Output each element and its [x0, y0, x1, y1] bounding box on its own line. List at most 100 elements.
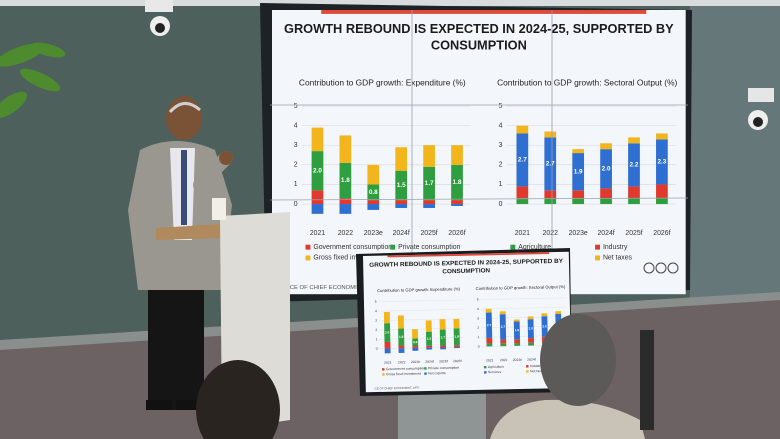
grid-line	[480, 307, 566, 310]
grid-line	[378, 309, 464, 312]
y-tick-label: 2	[294, 162, 298, 169]
x-tick-label: 2021	[486, 358, 494, 362]
x-tick-label: 2025f	[420, 230, 437, 237]
y-tick-label: 0	[376, 347, 378, 351]
value-label: 2.7	[546, 161, 555, 168]
bar-segment	[367, 204, 380, 210]
bar-segment	[339, 162, 352, 199]
y-tick-label: 3	[477, 316, 479, 320]
y-tick-label: 4	[375, 309, 377, 313]
bar-segment	[398, 348, 405, 354]
bar-segment	[395, 204, 408, 208]
x-tick-label: 2021	[384, 361, 392, 365]
bar-segment	[486, 337, 493, 344]
bar-segment	[451, 204, 463, 206]
bar-segment	[339, 204, 352, 214]
bar-segment	[395, 147, 408, 171]
bar-segment	[500, 339, 507, 344]
x-tick-label: 2023e	[364, 230, 383, 237]
bar-segment	[555, 311, 562, 315]
x-tick-label: 2026f	[453, 359, 462, 363]
bar-segment	[451, 200, 463, 205]
lectern-top	[156, 224, 222, 240]
audience-head	[196, 360, 280, 439]
bar-segment	[426, 345, 433, 348]
grid-line	[379, 318, 464, 321]
screen-background	[363, 251, 572, 393]
legend-swatch	[390, 244, 396, 250]
camera-tripod	[640, 330, 654, 430]
bar-segment	[311, 204, 324, 214]
bar-segment	[513, 321, 521, 340]
value-label: 1.5	[397, 182, 406, 189]
bar-segment	[514, 342, 521, 346]
bar-segment	[412, 329, 419, 339]
slide-title: CONSUMPTION	[442, 267, 490, 275]
x-tick-label: 2026f	[448, 230, 465, 237]
value-label: 2.0	[385, 330, 390, 334]
bar-segment	[628, 198, 640, 205]
bar-segment	[499, 314, 507, 340]
bar-segment	[514, 339, 521, 344]
bar-segment	[398, 328, 405, 346]
legend-swatch	[382, 368, 385, 371]
value-label: 2.7	[501, 325, 506, 329]
bar-segment	[454, 345, 460, 348]
bar-segment	[544, 198, 557, 205]
bar-segment	[528, 337, 534, 343]
bar-segment	[451, 164, 463, 201]
bar-segment	[600, 149, 612, 189]
x-tick-label: 2022	[543, 230, 558, 237]
legend-label: Industry	[603, 244, 628, 251]
bar-segment	[439, 319, 446, 330]
value-label: 1.8	[341, 177, 350, 184]
camera-lens	[155, 23, 165, 33]
speaker	[128, 96, 233, 410]
bar-segment	[395, 200, 408, 205]
bar-segment	[628, 186, 640, 199]
legend-swatch	[305, 255, 311, 261]
bar-segment	[656, 198, 668, 205]
camera-lens	[753, 117, 763, 127]
y-tick-label: 0	[478, 345, 480, 349]
legend-swatch	[382, 373, 385, 376]
legend-swatch	[595, 255, 601, 261]
bar-segment	[486, 343, 493, 347]
bar-segment	[516, 133, 529, 187]
audience-body	[490, 399, 645, 439]
y-tick-label: 0	[294, 201, 298, 208]
bar-segment	[656, 133, 668, 140]
value-label: 0.8	[413, 340, 418, 344]
y-tick-label: 1	[376, 337, 378, 341]
bar-segment	[384, 323, 391, 343]
bar-segment	[454, 347, 460, 349]
legend-swatch	[484, 371, 487, 374]
bar-segment	[516, 186, 529, 199]
bar-segment	[544, 190, 557, 199]
audience-head	[540, 314, 616, 406]
bar-segment	[423, 204, 435, 208]
chart-title: Contribution to GDP growth: Sectoral Out…	[476, 284, 566, 291]
bar-segment	[412, 338, 419, 347]
value-label: 0.8	[369, 189, 378, 196]
value-label: 2.0	[602, 165, 611, 172]
grid-line	[379, 337, 464, 340]
bar-segment	[397, 315, 404, 329]
legend-label: Private consumption	[398, 244, 460, 251]
slide-footer: CE OF CHIEF ECONOMIST, AFR	[375, 386, 419, 391]
bar-segment	[656, 184, 668, 199]
chart-title: Contribution to GDP growth: Expenditure …	[299, 78, 466, 88]
legend-label: Gross fixed investment	[386, 372, 421, 377]
y-tick-label: 4	[477, 307, 479, 311]
bar-segment	[516, 198, 529, 205]
bar-segment	[425, 331, 433, 346]
y-tick-label: 5	[294, 103, 298, 110]
x-tick-label: 2023e	[569, 230, 588, 237]
x-tick-label: 2023e	[513, 358, 523, 362]
value-label: 2.0	[528, 326, 533, 330]
grid-line	[481, 325, 566, 328]
bar-segment	[527, 316, 534, 320]
bar-segment	[527, 319, 534, 339]
bar-segment	[339, 198, 352, 205]
